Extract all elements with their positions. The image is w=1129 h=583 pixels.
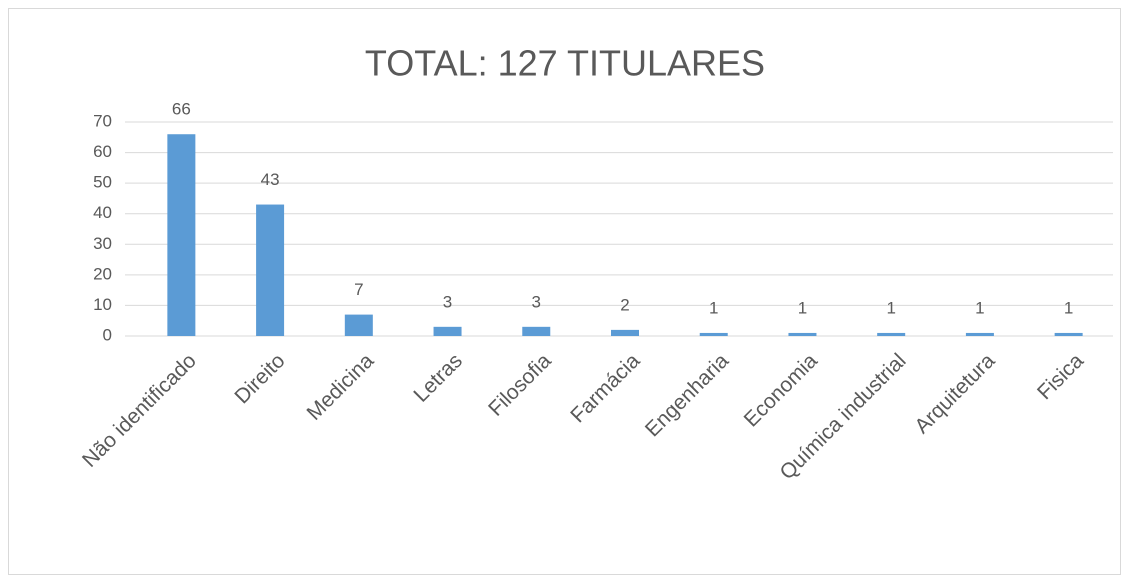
data-label: 2: [620, 295, 629, 314]
bar: [699, 332, 728, 336]
bar: [522, 326, 551, 336]
bar: [965, 332, 994, 336]
data-label: 43: [261, 170, 280, 189]
data-label: 1: [1064, 298, 1073, 317]
chart-title: TOTAL: 127 TITULARES: [365, 43, 765, 84]
bar: [344, 314, 373, 336]
y-tick-label: 60: [93, 142, 112, 161]
y-tick-label: 0: [103, 325, 112, 344]
y-tick-label: 70: [93, 111, 112, 130]
data-label: 1: [798, 298, 807, 317]
y-tick-label: 30: [93, 234, 112, 253]
data-label: 1: [886, 298, 895, 317]
y-tick-label: 10: [93, 295, 112, 314]
data-label: 7: [354, 280, 363, 299]
y-tick-label: 40: [93, 203, 112, 222]
bar: [788, 332, 817, 336]
bar: [877, 332, 906, 336]
bar: [611, 329, 639, 336]
y-tick-label: 20: [93, 264, 112, 283]
data-label: 1: [709, 298, 718, 317]
bar: [256, 204, 285, 336]
data-label: 1: [975, 298, 984, 317]
data-label: 3: [532, 292, 541, 311]
data-label: 66: [172, 100, 191, 119]
bar: [433, 326, 462, 336]
bar: [167, 134, 196, 336]
y-tick-label: 50: [93, 173, 112, 192]
data-label: 3: [443, 292, 452, 311]
bar: [1054, 332, 1083, 336]
